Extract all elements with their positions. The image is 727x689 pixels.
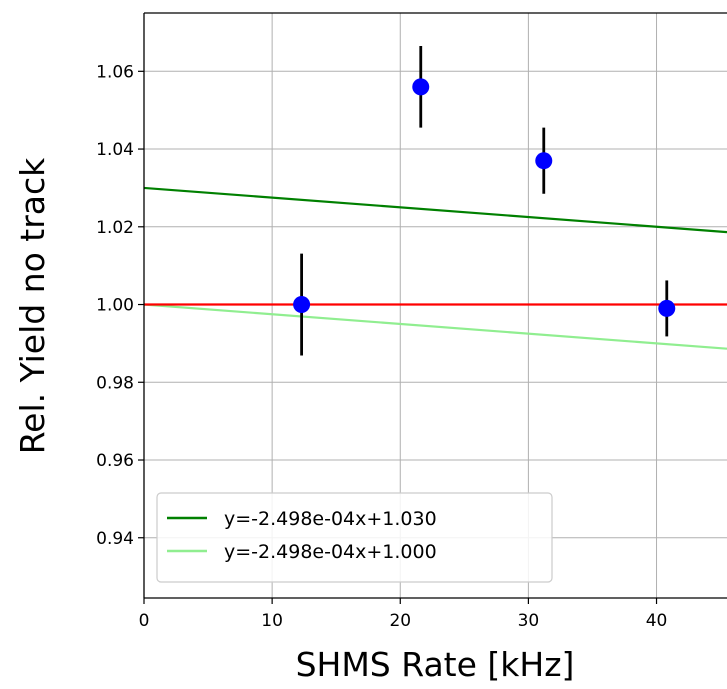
x-tick-label: 10 xyxy=(261,611,283,631)
fit-lines xyxy=(143,186,727,350)
y-tick-label: 0.96 xyxy=(96,451,134,471)
y-tick-label: 1.00 xyxy=(96,296,134,316)
y-tick-label: 1.04 xyxy=(96,140,134,160)
y-ticks: 0.94 0.96 0.98 1.00 1.02 1.04 1.06 xyxy=(96,62,144,549)
data-point xyxy=(412,78,430,96)
legend: y=-2.498e-04x+1.030 y=-2.498e-04x+1.000 xyxy=(156,492,553,583)
x-tick-label: 30 xyxy=(518,611,540,631)
x-tick-label: 20 xyxy=(389,611,411,631)
data-point xyxy=(535,152,553,170)
x-tick-label: 0 xyxy=(139,611,150,631)
x-tick-label: 40 xyxy=(646,611,668,631)
x-axis-label: SHMS Rate [kHz] xyxy=(296,645,575,684)
fit-line xyxy=(143,186,727,234)
y-tick-label: 1.06 xyxy=(96,62,134,82)
legend-entry-label: y=-2.498e-04x+1.000 xyxy=(224,541,437,563)
legend-entry-label: y=-2.498e-04x+1.030 xyxy=(224,508,437,530)
x-ticks: 0 10 20 30 40 xyxy=(139,598,668,631)
legend-box xyxy=(156,492,553,583)
data-points xyxy=(293,46,676,356)
data-point xyxy=(293,296,311,314)
y-tick-label: 0.98 xyxy=(96,373,134,393)
y-tick-label: 1.02 xyxy=(96,218,134,238)
fit-line xyxy=(143,303,727,350)
y-axis-label: Rel. Yield no track xyxy=(13,157,52,454)
y-tick-label: 0.94 xyxy=(96,529,134,549)
data-point xyxy=(658,299,676,317)
plot-frame xyxy=(143,12,727,599)
